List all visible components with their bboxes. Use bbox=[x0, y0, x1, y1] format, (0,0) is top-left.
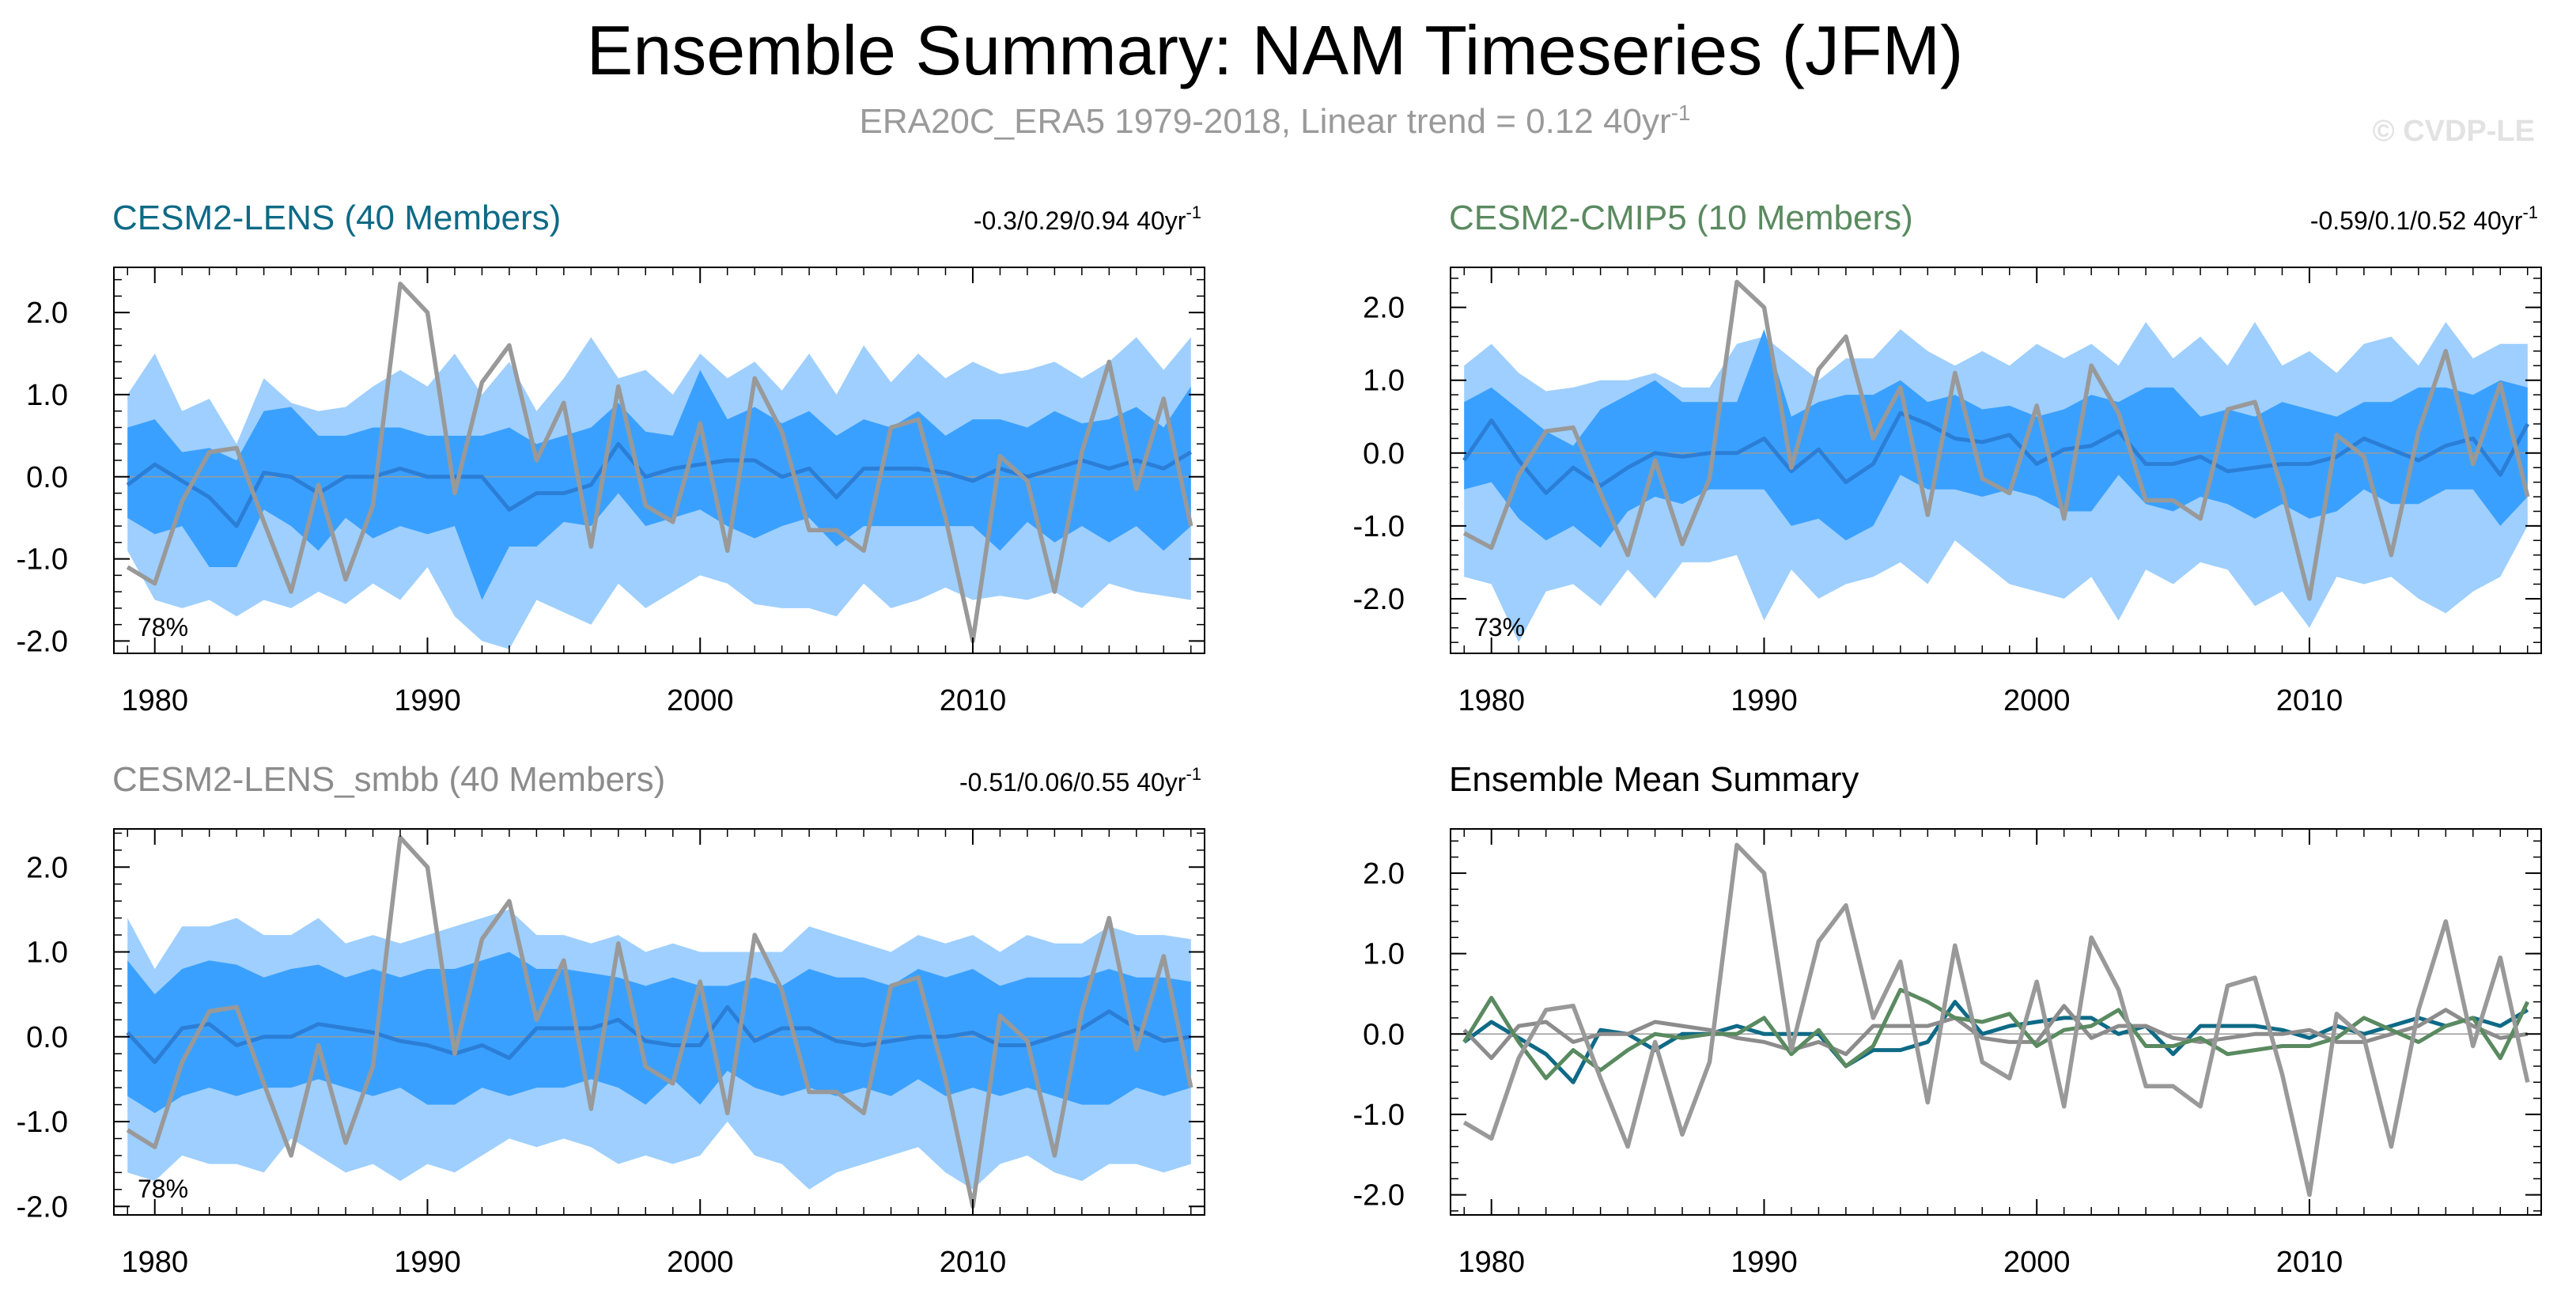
trend-label-value: -0.51/0.06/0.55 40yr bbox=[959, 768, 1186, 797]
y-tick-label: 0.0 bbox=[26, 461, 68, 494]
x-tick-label: 1990 bbox=[394, 1246, 461, 1279]
plot-frame bbox=[113, 828, 1205, 1216]
plot-area bbox=[114, 834, 1205, 1209]
panel-title: CESM2-LENS (40 Members) bbox=[112, 199, 561, 237]
x-tick-label: 1980 bbox=[1458, 684, 1525, 717]
y-tick-label: 1.0 bbox=[1363, 365, 1405, 398]
x-tick-label: 1990 bbox=[1731, 1246, 1798, 1279]
x-tick-label: 2000 bbox=[667, 1246, 734, 1279]
y-tick-label: 0.0 bbox=[1363, 437, 1405, 471]
x-tick-label: 2010 bbox=[940, 684, 1007, 717]
plot-frame bbox=[1450, 267, 2542, 654]
trend-label-sup: -1 bbox=[2522, 202, 2538, 222]
observed-line bbox=[126, 282, 1193, 644]
series-line-3 bbox=[1462, 1004, 2529, 1061]
x-tick-label: 1990 bbox=[394, 684, 461, 717]
figure-subtitle: ERA20C_ERA5 1979-2018, Linear trend = 0.… bbox=[859, 100, 1690, 141]
percent-label: 73% bbox=[1474, 613, 1525, 641]
trend-label-sup: -1 bbox=[1186, 202, 1201, 222]
trend-label: -0.3/0.29/0.94 40yr-1 bbox=[974, 202, 1201, 235]
y-tick-label: 1.0 bbox=[26, 379, 68, 412]
y-tick-label: 2.0 bbox=[1363, 292, 1405, 325]
y-tick-label: 1.0 bbox=[1363, 938, 1405, 971]
y-tick-label: 2.0 bbox=[26, 851, 68, 884]
ensemble-mean-line bbox=[126, 441, 1193, 528]
panel-title: CESM2-LENS_smbb (40 Members) bbox=[112, 760, 665, 799]
x-tick-label: 2000 bbox=[667, 684, 734, 717]
x-tick-label: 2000 bbox=[2003, 1246, 2071, 1279]
trend-label-value: -0.59/0.1/0.52 40yr bbox=[2310, 206, 2523, 235]
x-tick-label: 2010 bbox=[940, 1246, 1007, 1279]
y-tick-label: -1.0 bbox=[17, 1106, 68, 1139]
ensemble-mean-line bbox=[126, 1005, 1192, 1065]
percent-label: 78% bbox=[138, 613, 188, 641]
x-tick-label: 1980 bbox=[121, 684, 188, 717]
inner-spread-band bbox=[127, 369, 1191, 600]
y-tick-label: 2.0 bbox=[26, 297, 68, 330]
watermark: © CVDP-LE bbox=[2373, 115, 2535, 148]
percent-label: 78% bbox=[138, 1175, 188, 1203]
inner-spread-band bbox=[127, 952, 1191, 1114]
subtitle-main: ERA20C_ERA5 1979-2018, Linear trend = 0.… bbox=[859, 102, 1670, 141]
y-tick-label: 0.0 bbox=[1363, 1018, 1405, 1051]
x-tick-label: 1980 bbox=[121, 1246, 188, 1279]
y-tick-label: -2.0 bbox=[1353, 583, 1405, 616]
y-tick-label: 1.0 bbox=[26, 937, 68, 970]
panel-2: -2.0 -1.0 0.0 1.0 2.0 1980 1990 2000 2010 CESM2-C… bbox=[1353, 199, 2542, 717]
panel-1: -2.0 -1.0 0.0 1.0 2.0 1980 1990 2000 2010 CESM2-L… bbox=[17, 199, 1205, 717]
panel-3: -2.0 -1.0 0.0 1.0 2.0 1980 1990 2000 2010 CESM2-L… bbox=[17, 760, 1205, 1279]
trend-label-value: -0.3/0.29/0.94 40yr bbox=[974, 206, 1186, 235]
panel-4: -2.0 -1.0 0.0 1.0 2.0 1980 1990 2000 2010 Ensembl… bbox=[1353, 760, 2542, 1279]
x-tick-label: 1990 bbox=[1731, 684, 1798, 717]
plot-area bbox=[1451, 279, 2541, 643]
plot-frame bbox=[1450, 828, 2542, 1216]
y-tick-label: 0.0 bbox=[26, 1021, 68, 1054]
trend-label: -0.51/0.06/0.55 40yr-1 bbox=[959, 764, 1201, 797]
x-tick-label: 2010 bbox=[2276, 1246, 2343, 1279]
trend-label-sup: -1 bbox=[1186, 764, 1201, 784]
subtitle-sup: -1 bbox=[1671, 100, 1691, 125]
figure-title: Ensemble Summary: NAM Timeseries (JFM) bbox=[587, 11, 1964, 89]
x-tick-label: 2000 bbox=[2003, 684, 2071, 717]
x-tick-label: 2010 bbox=[2276, 684, 2343, 717]
panels: -2.0 -1.0 0.0 1.0 2.0 1980 1990 2000 2010 CESM2-L… bbox=[17, 199, 2542, 1279]
trend-label: -0.59/0.1/0.52 40yr-1 bbox=[2310, 202, 2538, 235]
observed-line bbox=[1462, 279, 2530, 601]
y-tick-label: -1.0 bbox=[17, 543, 68, 577]
observed-line bbox=[126, 834, 1193, 1209]
plot-area bbox=[1451, 842, 2541, 1198]
observed-line bbox=[1462, 842, 2530, 1198]
y-tick-label: 2.0 bbox=[1363, 857, 1405, 891]
y-tick-label: -2.0 bbox=[17, 1190, 68, 1224]
plot-area bbox=[114, 282, 1205, 649]
panel-title: CESM2-CMIP5 (10 Members) bbox=[1449, 199, 1913, 237]
panel-title: Ensemble Mean Summary bbox=[1449, 760, 1859, 799]
y-tick-label: -1.0 bbox=[1353, 510, 1405, 543]
y-tick-label: -2.0 bbox=[17, 625, 68, 658]
y-tick-label: -2.0 bbox=[1353, 1179, 1405, 1213]
x-tick-label: 1980 bbox=[1458, 1246, 1525, 1279]
y-tick-label: -1.0 bbox=[1353, 1099, 1405, 1132]
